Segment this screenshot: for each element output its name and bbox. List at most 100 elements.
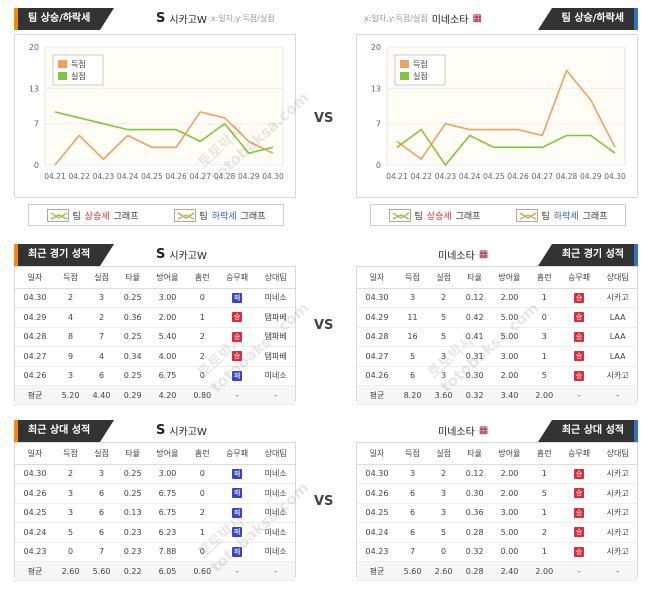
table-row: 04.29 11 5 0.42 5.00 0 승 LAA bbox=[357, 307, 637, 328]
average-cell: 0.60 bbox=[186, 561, 218, 581]
series-line-득점 bbox=[396, 69, 616, 161]
table-cell: 6 bbox=[86, 366, 118, 386]
table-cell: 4 bbox=[54, 307, 87, 328]
recent-table-box-right: 일자 득점 실점 타율 방어율 홈런 승무패 상대팀 04.30 3 2 0.12 2.00 1 승 시카고 0… bbox=[356, 266, 638, 405]
column-header: 실점 bbox=[428, 443, 460, 465]
result-cell: 승 bbox=[559, 464, 599, 484]
result-cell: 승 bbox=[559, 307, 599, 328]
table-cell: 7.88 bbox=[148, 542, 187, 562]
twins-logo-icon: ▦ bbox=[478, 249, 489, 260]
legend-down: 팀 하락세 그래프 bbox=[173, 208, 265, 222]
lose-badge-icon: 패 bbox=[232, 527, 243, 538]
down-graph-icon bbox=[173, 208, 196, 222]
legend-label: 득점 bbox=[71, 59, 86, 69]
result-cell: 승 bbox=[217, 327, 257, 347]
table-cell: LAA bbox=[598, 346, 637, 367]
table-cell: 04.25 bbox=[357, 503, 397, 523]
table-cell: 04.27 bbox=[15, 346, 55, 367]
column-header: 승무패 bbox=[559, 267, 599, 289]
chart-box-right: 0 7 13 20 04.21 04.22 04.23 04.24 04.25 04.26 04.2… bbox=[356, 34, 638, 198]
table-cell: 2 bbox=[186, 503, 218, 523]
team-name-right: 미네소타 ▦ bbox=[438, 247, 488, 262]
table-cell: 4.00 bbox=[148, 346, 187, 367]
section-tag: 팀 상승/하락세 bbox=[14, 8, 115, 30]
x-tick-label: 04.26 bbox=[165, 172, 187, 181]
chart-box-left: 0 7 13 20 04.21 04.22 04.23 04.24 04.25 04.26 04.2… bbox=[14, 34, 296, 198]
table-cell: 6 bbox=[396, 483, 429, 504]
y-tick-label: 20 bbox=[371, 43, 381, 52]
table-header-row: 일자 득점 실점 타율 방어율 홈런 승무패 상대팀 bbox=[357, 443, 637, 465]
average-cell: - bbox=[256, 385, 295, 405]
x-tick-label: 04.28 bbox=[556, 172, 578, 181]
table-cell: 5 bbox=[528, 366, 560, 386]
x-tick-label: 04.27 bbox=[532, 172, 554, 181]
x-tick-label: 04.21 bbox=[44, 172, 66, 181]
win-badge-icon: 승 bbox=[574, 331, 585, 342]
table-cell: 탬파베 bbox=[256, 307, 295, 328]
chart-panel-right: x:일자,y:득점/실점 미네소타 ▦ 팀 상승/하락세 0 7 13 20 04.21… bbox=[356, 8, 638, 226]
legend-team-word: 팀 bbox=[541, 211, 550, 222]
legend-down-word: 하락세 bbox=[211, 211, 237, 222]
table-cell: 7 bbox=[396, 542, 429, 562]
table-cell: 2.00 bbox=[148, 307, 187, 328]
result-cell: 승 bbox=[559, 483, 599, 504]
average-cell: 2.00 bbox=[528, 561, 560, 581]
column-header: 득점 bbox=[54, 443, 87, 465]
x-tick-label: 04.26 bbox=[507, 172, 529, 181]
y-tick-label: 0 bbox=[376, 161, 381, 170]
result-cell: 승 bbox=[217, 307, 257, 328]
table-cell: 16 bbox=[396, 327, 429, 347]
table-cell: 04.29 bbox=[15, 307, 55, 328]
white-sox-logo-icon: S bbox=[156, 11, 166, 26]
series-line-실점 bbox=[396, 128, 616, 167]
table-cell: 6 bbox=[86, 503, 118, 523]
y-tick-label: 13 bbox=[371, 84, 381, 93]
average-cell: 4.40 bbox=[86, 385, 118, 405]
average-row: 평균 5.20 4.40 0.29 4.20 0.80- - bbox=[15, 385, 295, 405]
table-cell: 0.25 bbox=[117, 288, 149, 308]
table-cell: 04.24 bbox=[357, 522, 397, 543]
table-cell: 5.40 bbox=[148, 327, 187, 347]
table-cell: 6.75 bbox=[148, 503, 187, 523]
table-cell: 2 bbox=[428, 464, 460, 484]
table-cell: 5 bbox=[396, 346, 429, 367]
table-cell: 0 bbox=[186, 464, 218, 484]
table-cell: 미네소 bbox=[256, 464, 295, 484]
table-cell: 0.32 bbox=[459, 542, 491, 562]
table-cell: 3 bbox=[54, 366, 87, 386]
h2h-table-box-left: 일자 득점 실점 타율 방어율 홈런 승무패 상대팀 04.30 2 3 0.25 3.00 0 패 미네소 0… bbox=[14, 442, 296, 581]
legend-up: 팀 상승세 그래프 bbox=[46, 208, 138, 222]
column-header: 득점 bbox=[396, 443, 429, 465]
legend-label: 득점 bbox=[413, 59, 428, 69]
table-cell: 2 bbox=[54, 288, 87, 308]
column-header: 홈런 bbox=[528, 443, 560, 465]
win-badge-icon: 승 bbox=[574, 527, 585, 538]
table-cell: 6.23 bbox=[148, 522, 187, 543]
average-cell: 6.05 bbox=[148, 561, 187, 581]
table-row: 04.30 3 2 0.12 2.00 1 승 시카고 bbox=[357, 464, 637, 484]
average-cell: 0.80 bbox=[186, 385, 218, 405]
table-cell: 0.13 bbox=[117, 503, 149, 523]
average-cell: 평균 bbox=[357, 385, 397, 405]
win-badge-icon: 승 bbox=[574, 292, 585, 303]
table-cell: 2.00 bbox=[490, 464, 529, 484]
table-cell: 04.28 bbox=[15, 327, 55, 347]
table-row: 04.26 6 3 0.30 2.00 5 승 시카고 bbox=[357, 366, 637, 386]
legend-graph-word: 그래프 bbox=[455, 211, 481, 222]
legend-swatch bbox=[58, 60, 67, 68]
table-cell: 7 bbox=[86, 542, 118, 562]
legend-graph-word: 그래프 bbox=[582, 211, 608, 222]
result-cell: 승 bbox=[559, 503, 599, 523]
table-cell: 2.00 bbox=[490, 366, 529, 386]
table-cell: 0 bbox=[528, 307, 560, 328]
win-badge-icon: 승 bbox=[574, 312, 585, 323]
table-row: 04.28 8 7 0.25 5.40 2 승 탬파베 bbox=[15, 327, 295, 347]
section-tag: 최근 경기 성적 bbox=[537, 244, 638, 266]
column-header: 홈런 bbox=[186, 443, 218, 465]
team-label: 시카고W bbox=[169, 427, 207, 438]
h2h-header-right: 미네소타 ▦ 최근 상대 성적 bbox=[356, 420, 638, 442]
average-cell: 8.20 bbox=[396, 385, 429, 405]
table-cell: 6 bbox=[396, 522, 429, 543]
legend-swatch bbox=[400, 60, 409, 68]
